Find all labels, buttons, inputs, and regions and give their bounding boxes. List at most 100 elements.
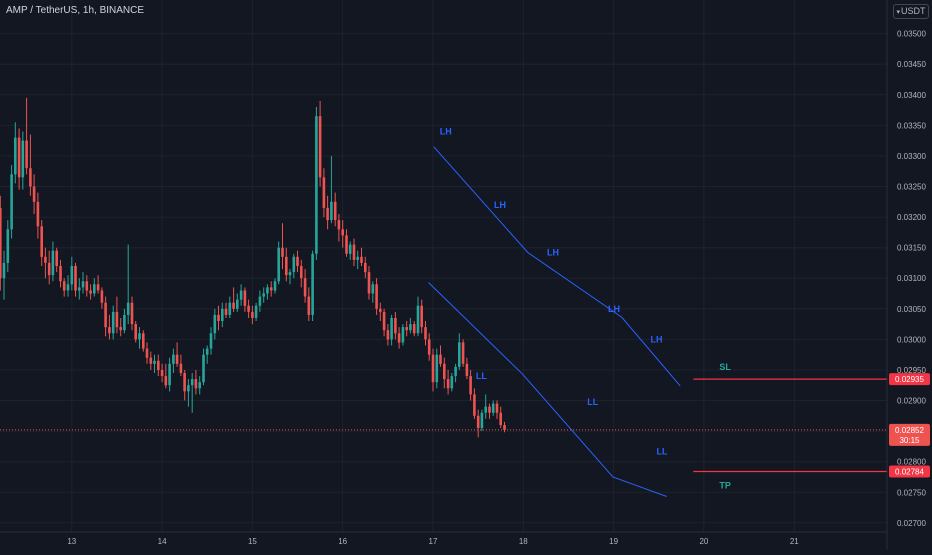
candle [379, 302, 382, 321]
candle [96, 275, 100, 294]
candle-body [104, 302, 107, 328]
candle-body [123, 314, 126, 331]
candle [397, 327, 401, 349]
candle [236, 293, 239, 312]
candle [375, 278, 378, 315]
candle-body [21, 140, 25, 178]
candle-body [251, 311, 254, 318]
symbol-title: AMP / TetherUS, 1h, BINANCE [6, 5, 145, 16]
sl-price-value: 0.02935 [895, 375, 924, 384]
candle [416, 296, 420, 337]
candle-body [273, 281, 277, 291]
candle-body [254, 305, 258, 318]
candle-body [476, 415, 480, 428]
candle [202, 348, 205, 386]
candle-body [29, 168, 32, 187]
candle [100, 287, 104, 309]
candle [446, 370, 450, 395]
price-tick-label: 0.03000 [897, 335, 926, 344]
currency-label: USDT [901, 6, 926, 16]
candle [360, 247, 363, 266]
candle [254, 302, 258, 321]
lower-high-label: LH [547, 248, 559, 258]
channel-upper-line [433, 146, 681, 387]
currency-selector[interactable]: ▾USDT [893, 4, 929, 19]
candle [205, 345, 209, 364]
candle-body [126, 302, 130, 315]
candle [0, 195, 2, 291]
channel-lower-line [428, 282, 667, 497]
last-price-badge [889, 423, 930, 446]
candle-body [416, 305, 420, 334]
candle-body [85, 281, 89, 291]
candle [458, 333, 461, 370]
candle-body [74, 266, 77, 291]
candle-body [108, 327, 111, 334]
candle [427, 333, 431, 361]
candle-body [491, 403, 495, 413]
candle-body [10, 174, 13, 230]
candle-body [412, 324, 416, 334]
candle [247, 299, 250, 318]
candle [285, 247, 288, 282]
candle-body [450, 376, 454, 389]
candle [450, 373, 454, 392]
candle [138, 327, 141, 349]
candle-body [345, 235, 348, 254]
price-tick-label: 0.03100 [897, 274, 926, 283]
candle [74, 262, 77, 297]
time-tick-label: 13 [67, 537, 76, 546]
candle-body [202, 354, 205, 383]
candle [476, 409, 480, 438]
candle [111, 305, 115, 340]
candle-body [47, 262, 51, 276]
candle-body [431, 354, 435, 383]
candle [29, 134, 32, 196]
candle-body [81, 281, 85, 288]
candle [36, 192, 40, 239]
candle [115, 296, 119, 334]
candle-body [194, 379, 198, 389]
candle-body [51, 250, 55, 276]
last-price-value: 0.02852 [895, 426, 924, 435]
candle [164, 363, 168, 389]
candle-body [461, 342, 465, 364]
candle-body [17, 137, 21, 178]
candle-body [360, 256, 363, 263]
candle-body [55, 250, 58, 266]
candle-body [198, 382, 201, 389]
candle [288, 269, 292, 285]
candle [93, 278, 96, 297]
candle [251, 305, 254, 325]
candle [439, 345, 442, 367]
candle-body [322, 177, 326, 208]
lower-low-label: LL [476, 371, 487, 381]
candle-body [300, 266, 303, 279]
candle-body [217, 314, 220, 321]
candle [183, 370, 186, 401]
candle [499, 406, 502, 428]
candle-body [420, 305, 423, 328]
candle-body [247, 305, 250, 312]
candle [153, 354, 156, 373]
candle-body [239, 290, 243, 300]
time-tick-label: 17 [429, 537, 438, 546]
price-tick-label: 0.02900 [897, 397, 926, 406]
candle-body [386, 330, 390, 340]
candle-body [224, 308, 228, 315]
candle [59, 259, 62, 288]
candle [89, 284, 92, 300]
candle [454, 363, 457, 383]
candle-body [480, 412, 484, 429]
candle [168, 357, 171, 392]
candle-body [115, 311, 119, 328]
candle [341, 220, 344, 248]
candle-body [145, 348, 149, 358]
candle [40, 220, 43, 266]
candle [443, 357, 446, 389]
candle-body [205, 348, 209, 355]
candle-body [495, 403, 499, 413]
time-tick-label: 20 [699, 537, 708, 546]
